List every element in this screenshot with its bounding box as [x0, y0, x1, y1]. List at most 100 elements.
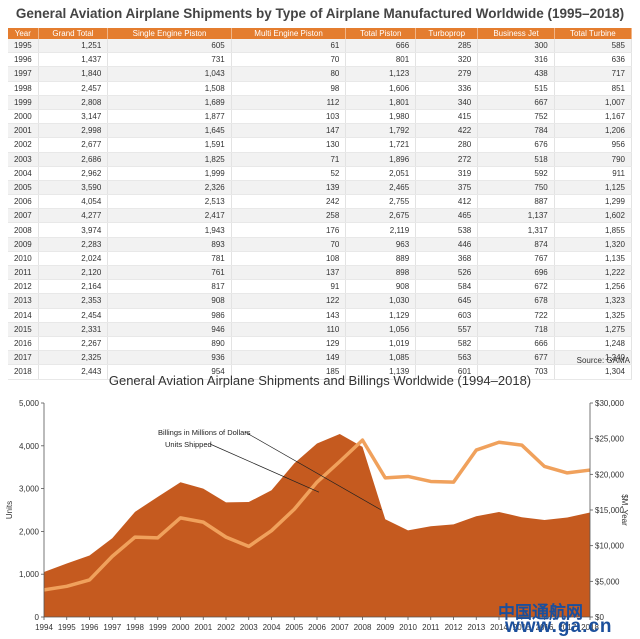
- table-cell: 2009: [8, 237, 39, 252]
- table-cell: 272: [415, 152, 479, 167]
- table-row: 2004 2,962 1,999 52 2,051 319 592 911: [8, 166, 633, 181]
- x-tick-label: 1997: [103, 623, 121, 632]
- table-cell: 3,974: [38, 222, 109, 238]
- table-cell: 1,606: [345, 81, 417, 96]
- table-cell: 2013: [8, 293, 39, 309]
- table-cell: 526: [415, 265, 479, 281]
- table-cell: 761: [107, 265, 232, 281]
- left-tick-label: 5,000: [19, 399, 40, 408]
- table-cell: 784: [477, 123, 555, 139]
- table-row: 1996 1,437 731 70 801 320 316 636: [8, 52, 633, 68]
- table-cell: 1,825: [107, 152, 232, 167]
- table-cell: 1,325: [554, 308, 633, 323]
- table-cell: 2,755: [345, 194, 417, 210]
- table-cell: 2,417: [107, 208, 232, 224]
- table-cell: 340: [415, 95, 479, 110]
- table-cell: 2011: [8, 265, 39, 281]
- table-cell: 717: [554, 66, 633, 82]
- left-tick-label: 3,000: [19, 485, 40, 494]
- table-header-cell: Multi Engine Piston: [231, 28, 347, 39]
- table-cell: 603: [415, 308, 479, 323]
- x-tick-label: 1996: [81, 623, 99, 632]
- table-cell: 889: [345, 251, 417, 267]
- x-tick-label: 2007: [331, 623, 349, 632]
- billings-annotation: Billings in Millions of Dollars: [158, 428, 251, 437]
- shipments-billings-chart: 0 1,000 2,000 3,000 4,000 5,000 $0 $5,000 $10,00…: [5, 399, 629, 632]
- table-cell: 936: [107, 350, 232, 366]
- table-cell: 1,030: [345, 293, 417, 309]
- table-cell: 2,998: [38, 123, 109, 139]
- table-row: 2008 3,974 1,943 176 2,119 538 1,317 1,855: [8, 222, 633, 238]
- table-cell: 1,437: [38, 52, 109, 68]
- table-cell: 3,590: [38, 180, 109, 196]
- table-cell: 368: [415, 251, 479, 267]
- table-cell: 2,120: [38, 265, 109, 281]
- table-row: 2001 2,998 1,645 147 1,792 422 784 1,206: [8, 123, 633, 139]
- table-cell: 963: [345, 237, 417, 252]
- table-row: 2009 2,283 893 70 963 446 874 1,320: [8, 237, 633, 252]
- units-annotation: Units Shipped: [165, 440, 212, 449]
- x-tick-label: 2000: [172, 623, 190, 632]
- table-cell: 752: [477, 109, 555, 125]
- table-row: 2010 2,024 781 108 889 368 767 1,135: [8, 251, 633, 267]
- table-cell: 3,147: [38, 109, 109, 125]
- table-cell: 2,808: [38, 95, 109, 110]
- table-cell: 874: [477, 237, 555, 252]
- table-cell: 2005: [8, 180, 39, 196]
- table-cell: 1,222: [554, 265, 633, 281]
- table-cell: 898: [345, 265, 417, 281]
- table-row: 2015 2,331 946 110 1,056 557 718 1,275: [8, 322, 633, 337]
- table-cell: 601: [415, 364, 479, 380]
- table-cell: 2012: [8, 279, 39, 295]
- table-cell: 2,331: [38, 322, 109, 337]
- table-cell: 1,855: [554, 222, 633, 238]
- table-cell: 1,877: [107, 109, 232, 125]
- x-tick-label: 2005: [285, 623, 303, 632]
- table-cell: 2,325: [38, 350, 109, 366]
- x-tick-label: 1995: [58, 623, 76, 632]
- table-cell: 676: [477, 137, 555, 153]
- table-cell: 1,999: [107, 166, 232, 181]
- table-cell: 375: [415, 180, 479, 196]
- table-cell: 851: [554, 81, 633, 96]
- right-tick-label: $0: [595, 613, 604, 622]
- table-cell: 801: [345, 52, 417, 68]
- table-cell: 696: [477, 265, 555, 281]
- table-cell: 1995: [8, 39, 39, 54]
- table-header-row: Year Grand Total Single Engine Piston Multi…: [8, 28, 633, 39]
- left-tick-label: 1,000: [19, 570, 40, 579]
- table-cell: 1,602: [554, 208, 633, 224]
- table-cell: 592: [477, 166, 555, 181]
- table-cell: 2,454: [38, 308, 109, 323]
- table-cell: 2008: [8, 222, 39, 238]
- table-cell: 108: [231, 251, 347, 267]
- right-tick-label: $30,000: [595, 399, 624, 408]
- table-cell: 2016: [8, 336, 39, 352]
- table-cell: 1,304: [554, 364, 633, 380]
- table-cell: 1,980: [345, 109, 417, 125]
- table-cell: 4,054: [38, 194, 109, 210]
- x-tick-label: 2012: [445, 623, 463, 632]
- table-cell: 946: [107, 322, 232, 337]
- x-tick-label: 2013: [467, 623, 485, 632]
- table-cell: 1,139: [345, 364, 417, 380]
- table-cell: 636: [554, 52, 633, 68]
- table-cell: 1,943: [107, 222, 232, 238]
- table-cell: 2,677: [38, 137, 109, 153]
- x-tick-label: 2003: [240, 623, 258, 632]
- table-header-cell: Total Turbine: [554, 28, 633, 39]
- table-cell: 316: [477, 52, 555, 68]
- table-cell: 666: [477, 336, 555, 352]
- table-cell: 300: [477, 39, 555, 54]
- table-row: 2005 3,590 2,326 139 2,465 375 750 1,125: [8, 180, 633, 196]
- x-tick-label: 1999: [149, 623, 167, 632]
- table-cell: 1,896: [345, 152, 417, 167]
- table-cell: 70: [231, 237, 347, 252]
- table-cell: 1,251: [38, 39, 109, 54]
- table-cell: 890: [107, 336, 232, 352]
- table-cell: 2,457: [38, 81, 109, 96]
- table-cell: 2,465: [345, 180, 417, 196]
- table-cell: 1,206: [554, 123, 633, 139]
- table-cell: 2010: [8, 251, 39, 267]
- table-cell: 465: [415, 208, 479, 224]
